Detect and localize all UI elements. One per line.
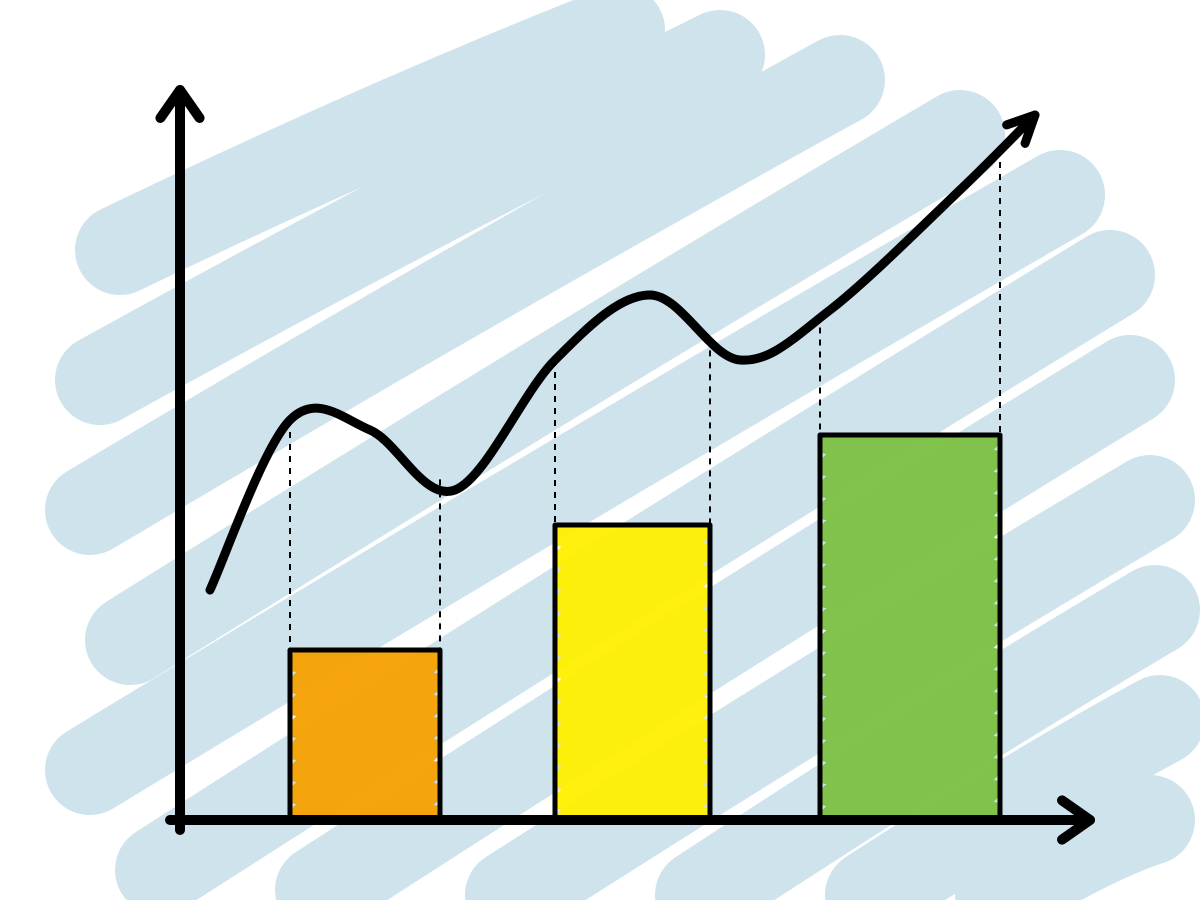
growth-chart — [0, 0, 1200, 900]
